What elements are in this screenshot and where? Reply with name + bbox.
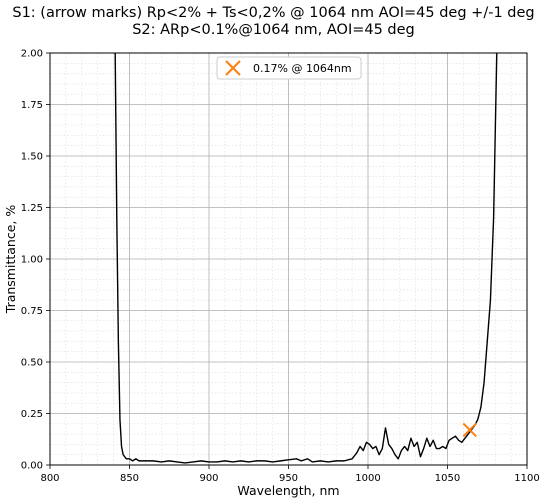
y-tick-label: 1.75 [21, 100, 43, 111]
legend-x-mark [225, 60, 241, 76]
x-tick-label: 1100 [514, 473, 539, 484]
transmittance-line [114, 53, 498, 464]
legend-x-mark-stroke-b [225, 60, 241, 76]
data-marker-x-icon-stroke-b [462, 422, 477, 438]
x-axis-label: Wavelength, nm [237, 483, 339, 498]
y-tick-label: 1.25 [21, 203, 43, 214]
y-tick-label: 1.00 [21, 255, 43, 266]
legend-marker-x-icon [225, 60, 241, 76]
major-grid [49, 52, 528, 466]
chart-title-line-2: S2: ARp<0.1%@1064 nm, AOI=45 deg [132, 22, 415, 38]
chart-title-line-1: S1: (arrow marks) Rp<2% + Ts<0,2% @ 1064… [12, 5, 535, 21]
x-tick-label: 1050 [435, 473, 460, 484]
x-tick-label: 1000 [355, 473, 380, 484]
axis-ticks: 800 850 900 950 1000 1050 1100 0.00 0.25 0.50 0.75… [21, 49, 540, 485]
legend: 0.17% @ 1064nm [216, 56, 362, 80]
legend-box [216, 56, 362, 80]
data-marker-x-icon [462, 422, 477, 438]
y-tick-label: 2.00 [21, 49, 43, 60]
y-tick-label: 0.00 [21, 461, 43, 472]
x-tick-label: 950 [279, 473, 298, 484]
x-tick-label: 800 [40, 473, 59, 484]
y-tick-label: 1.50 [21, 152, 43, 163]
y-tick-label: 0.25 [21, 409, 43, 420]
y-tick-label: 0.75 [21, 306, 43, 317]
series-group [114, 53, 498, 464]
y-tick-label: 0.50 [21, 358, 43, 369]
y-axis-label: Transmittance, % [3, 205, 18, 315]
legend-entry-label: 0.17% @ 1064nm [253, 62, 352, 75]
marker-group [462, 422, 477, 438]
plot-frame [49, 52, 528, 466]
x-tick-label: 900 [199, 473, 218, 484]
x-tick-label: 850 [120, 473, 139, 484]
